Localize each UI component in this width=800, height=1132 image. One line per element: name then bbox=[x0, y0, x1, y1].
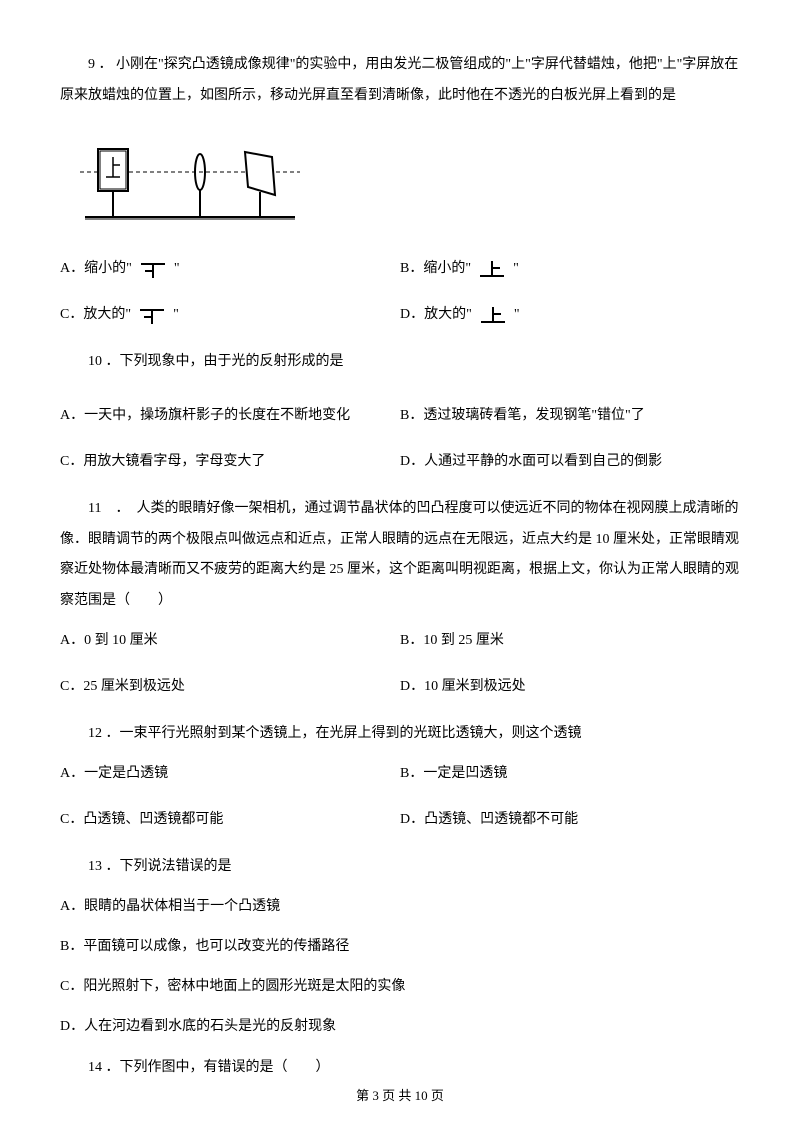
q9-c-suffix: " bbox=[173, 301, 179, 329]
q11-option-c: C．25 厘米到极远处 bbox=[60, 673, 400, 701]
q9-option-d: D．放大的" " bbox=[400, 301, 740, 329]
q11-option-b: B．10 到 25 厘米 bbox=[400, 627, 740, 655]
q12-options-row1: A．一定是凸透镜 B．一定是凹透镜 bbox=[60, 760, 740, 788]
q9-b-suffix: " bbox=[513, 255, 519, 283]
q9-a-suffix: " bbox=[174, 255, 180, 283]
q9-c-prefix: C．放大的" bbox=[60, 301, 131, 329]
page-footer: 第 3 页 共 10 页 bbox=[0, 1086, 800, 1107]
q9-options-row1: A．缩小的" " B．缩小的" " bbox=[60, 255, 740, 283]
q11-option-a: A．0 到 10 厘米 bbox=[60, 627, 400, 655]
q9-b-prefix: B．缩小的" bbox=[400, 255, 471, 283]
glyph-b bbox=[476, 258, 508, 280]
q9-d-prefix: D．放大的" bbox=[400, 301, 472, 329]
q9-options-row2: C．放大的" " D．放大的" " bbox=[60, 301, 740, 329]
q10-option-b: B．透过玻璃砖看笔，发现钢笔"错位"了 bbox=[400, 388, 740, 430]
q10-option-d: D．人通过平静的水面可以看到自己的倒影 bbox=[400, 448, 740, 476]
q9-option-b: B．缩小的" " bbox=[400, 255, 740, 283]
q13-option-a: A．眼睛的晶状体相当于一个凸透镜 bbox=[60, 893, 740, 921]
glyph-a bbox=[137, 258, 169, 280]
q11-option-d: D．10 厘米到极远处 bbox=[400, 673, 740, 701]
q11-options-row1: A．0 到 10 厘米 B．10 到 25 厘米 bbox=[60, 627, 740, 655]
question-10-text: 10 ．下列现象中，由于光的反射形成的是 bbox=[60, 347, 740, 378]
question-13-text: 13 ．下列说法错误的是 bbox=[60, 852, 740, 883]
q10-options-row2: C．用放大镜看字母，字母变大了 D．人通过平静的水面可以看到自己的倒影 bbox=[60, 448, 740, 476]
glyph-d bbox=[477, 304, 509, 326]
q12-option-d: D．凸透镜、凹透镜都不可能 bbox=[400, 806, 740, 834]
question-9-text: 9 ． 小刚在"探究凸透镜成像规律"的实验中，用由发光二极管组成的"上"字屏代替… bbox=[60, 50, 740, 112]
q12-option-c: C．凸透镜、凹透镜都可能 bbox=[60, 806, 400, 834]
lens-diagram bbox=[70, 137, 310, 232]
question-11-text: 11 ． 人类的眼睛好像一架相机，通过调节晶状体的凹凸程度可以使远近不同的物体在… bbox=[60, 494, 740, 617]
q9-d-suffix: " bbox=[514, 301, 520, 329]
q13-option-b: B．平面镜可以成像，也可以改变光的传播路径 bbox=[60, 933, 740, 961]
question-14-text: 14 ．下列作图中，有错误的是（ ） bbox=[60, 1053, 740, 1084]
q10-options-row1: A．一天中，操场旗杆影子的长度在不断地变化 B．透过玻璃砖看笔，发现钢笔"错位"… bbox=[60, 388, 740, 430]
q10-option-c: C．用放大镜看字母，字母变大了 bbox=[60, 448, 400, 476]
question-12-text: 12 ．一束平行光照射到某个透镜上，在光屏上得到的光斑比透镜大，则这个透镜 bbox=[60, 719, 740, 750]
q9-option-c: C．放大的" " bbox=[60, 301, 400, 329]
q13-option-c: C．阳光照射下，密林中地面上的圆形光斑是太阳的实像 bbox=[60, 973, 740, 1001]
q11-options-row2: C．25 厘米到极远处 D．10 厘米到极远处 bbox=[60, 673, 740, 701]
q10-option-a: A．一天中，操场旗杆影子的长度在不断地变化 bbox=[60, 402, 400, 430]
q9-option-a: A．缩小的" " bbox=[60, 255, 400, 283]
q12-options-row2: C．凸透镜、凹透镜都可能 D．凸透镜、凹透镜都不可能 bbox=[60, 806, 740, 834]
q12-option-b: B．一定是凹透镜 bbox=[400, 760, 740, 788]
q13-option-d: D．人在河边看到水底的石头是光的反射现象 bbox=[60, 1013, 740, 1041]
q9-a-prefix: A．缩小的" bbox=[60, 255, 132, 283]
q12-option-a: A．一定是凸透镜 bbox=[60, 760, 400, 788]
glyph-c bbox=[136, 304, 168, 326]
